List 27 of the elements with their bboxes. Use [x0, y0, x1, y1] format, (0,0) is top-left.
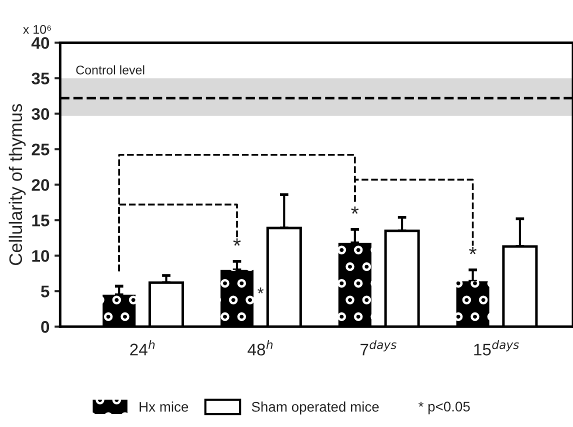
x-tick-label: 7$^{days}$	[360, 340, 396, 356]
bar	[456, 281, 490, 327]
y-tick-label: 10	[32, 250, 50, 262]
text: x 10⁶	[23, 24, 51, 34]
annotation: *	[233, 238, 241, 246]
y-tick-label: 25	[32, 144, 50, 156]
legend-label: Sham operated mice	[252, 402, 379, 414]
y-tick-label: 20	[32, 179, 50, 191]
annotation: *	[469, 246, 477, 254]
annotation: *	[258, 288, 264, 294]
x-tick-label: 48$^{h}$	[248, 340, 273, 356]
bar	[338, 242, 372, 327]
y-axis-title: Cellularity of thymus	[8, 104, 26, 266]
legend-label: Hx mice	[140, 402, 188, 412]
bar	[220, 270, 254, 327]
ref-line-label: Control level	[76, 65, 144, 74]
y-tick-label: 15	[32, 214, 50, 226]
y-tick-label: 40	[31, 37, 50, 49]
x-tick-label: 24$^{h}$	[130, 340, 155, 356]
text: * p<0.05	[418, 402, 470, 414]
y-tick-label: 5	[40, 286, 50, 298]
annotation: *	[351, 206, 359, 214]
y-tick-label: 35	[32, 72, 50, 84]
bar	[102, 294, 136, 327]
x-tick-label: 15$^{days}$	[474, 340, 519, 356]
y-tick-label: 30	[32, 108, 50, 120]
y-tick-label: 0	[41, 321, 50, 333]
